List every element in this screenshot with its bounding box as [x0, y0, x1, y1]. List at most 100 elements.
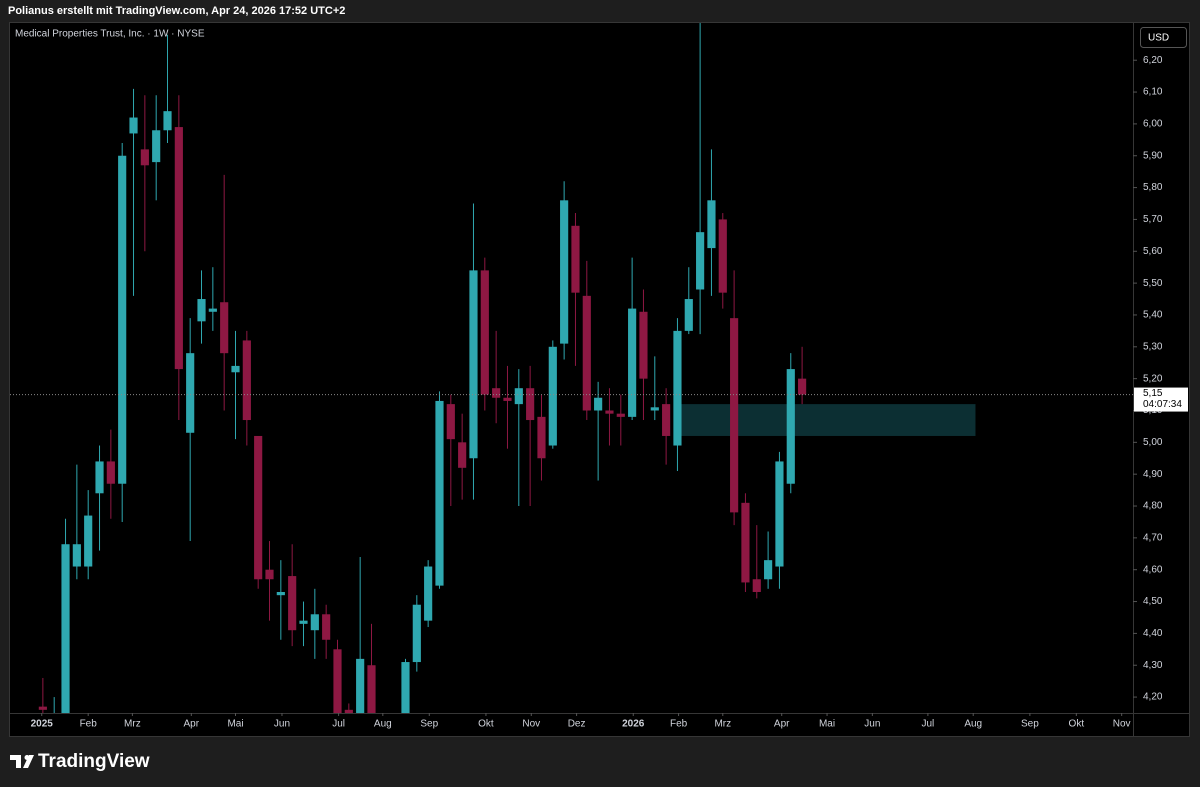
x-tick-label: Mrz [714, 719, 731, 730]
y-tick-label: 5,90 [1143, 150, 1163, 161]
body [492, 388, 501, 398]
body [38, 706, 47, 710]
zone [679, 404, 976, 436]
body [469, 270, 478, 459]
y-tick-label: 6,20 [1143, 55, 1163, 66]
body [707, 200, 716, 249]
body [764, 560, 773, 580]
currency-button[interactable] [1140, 27, 1187, 48]
body [401, 662, 410, 713]
body [684, 299, 693, 331]
y-tick-label: 5,30 [1143, 341, 1163, 352]
body [650, 407, 659, 411]
body [231, 365, 240, 373]
y-tick-label: 4,40 [1143, 628, 1163, 639]
body [786, 369, 795, 484]
x-tick-label: Sep [420, 719, 438, 730]
x-tick-label: Nov [522, 719, 540, 730]
body [129, 117, 138, 134]
body [106, 461, 115, 484]
body [696, 232, 705, 290]
x-tick-label: Jul [332, 719, 345, 730]
body [276, 591, 285, 596]
axes: 4,204,304,404,504,604,704,804,905,005,10… [31, 55, 1188, 730]
y-tick-label: 4,80 [1143, 501, 1163, 512]
y-tick-label: 4,20 [1143, 692, 1163, 703]
y-tick-label: 5,20 [1143, 373, 1163, 384]
y-tick-label: 5,50 [1143, 278, 1163, 289]
body [526, 388, 535, 421]
body [752, 579, 761, 592]
header: Polianus erstellt mit TradingView.com, A… [8, 5, 345, 17]
countdown: 04:07:34 [1143, 399, 1182, 410]
body [514, 388, 523, 405]
y-tick-label: 5,60 [1143, 246, 1163, 257]
body [594, 397, 603, 411]
x-tick-label: Mai [227, 719, 243, 730]
y-tick-label: 6,00 [1143, 119, 1163, 130]
last-price-box [1134, 387, 1188, 412]
body [310, 614, 319, 631]
x-tick-label: Mai [819, 719, 835, 730]
x-tick-label: Feb [670, 719, 688, 730]
y-tick-label: 4,90 [1143, 469, 1163, 480]
y-tick-label: 6,10 [1143, 87, 1163, 98]
x-tick-label: Aug [374, 719, 392, 730]
x-tick-label: Okt [478, 719, 494, 730]
currency-label: USD [1148, 33, 1169, 44]
logo: TradingView [10, 751, 150, 772]
x-tick-label: Aug [964, 719, 982, 730]
x-tick-label: Jun [864, 719, 880, 730]
body [356, 658, 365, 713]
body [322, 614, 331, 640]
body [186, 353, 195, 433]
body [571, 225, 580, 293]
logo-text: TradingView [38, 751, 150, 772]
y-tick-label: 4,60 [1143, 564, 1163, 575]
body [435, 400, 444, 586]
body [367, 665, 376, 713]
chart-title: Medical Properties Trust, Inc. · 1W · NY… [15, 29, 205, 40]
body [628, 308, 637, 417]
body [673, 330, 682, 446]
body [662, 404, 671, 436]
body [344, 709, 353, 713]
x-tick-label: Okt [1069, 719, 1085, 730]
x-tick-label: Nov [1113, 719, 1131, 730]
body [163, 111, 172, 131]
body [208, 308, 217, 312]
y-tick-label: 5,00 [1143, 437, 1163, 448]
x-tick-label: Sep [1021, 719, 1039, 730]
body [140, 149, 149, 166]
body [718, 219, 727, 293]
body [605, 410, 614, 414]
x-tick-label: 2026 [622, 719, 645, 730]
body [424, 566, 433, 621]
body [458, 442, 467, 468]
body [537, 416, 546, 459]
x-tick-label: Dez [568, 719, 586, 730]
x-tick-label: 2025 [31, 719, 54, 730]
body [616, 413, 625, 417]
body [84, 515, 93, 567]
x-tick-label: Jun [274, 719, 290, 730]
body [152, 130, 161, 163]
body [446, 404, 455, 440]
logo-dot [24, 755, 30, 760]
body [412, 604, 421, 663]
y-tick-label: 4,50 [1143, 596, 1163, 607]
x-tick-label: Apr [774, 719, 790, 730]
body [730, 318, 739, 513]
body [197, 299, 206, 322]
x-tick-label: Jul [921, 719, 934, 730]
body [775, 461, 784, 567]
x-tick-label: Apr [184, 719, 200, 730]
body [72, 544, 81, 567]
body [288, 576, 297, 631]
y-tick-label: 5,40 [1143, 310, 1163, 321]
body [798, 378, 807, 395]
y-tick-label: 4,30 [1143, 660, 1163, 671]
body [548, 346, 557, 446]
